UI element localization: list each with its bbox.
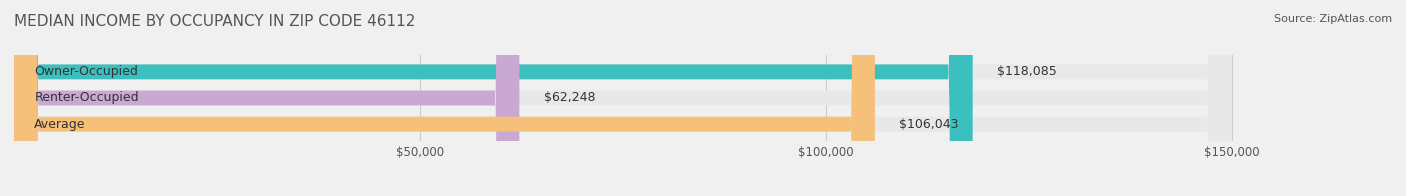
FancyBboxPatch shape: [14, 0, 1232, 196]
Text: $106,043: $106,043: [900, 118, 959, 131]
FancyBboxPatch shape: [14, 0, 1232, 196]
Text: $62,248: $62,248: [544, 92, 595, 104]
FancyBboxPatch shape: [14, 0, 519, 196]
Text: Average: Average: [34, 118, 86, 131]
Text: Source: ZipAtlas.com: Source: ZipAtlas.com: [1274, 14, 1392, 24]
FancyBboxPatch shape: [14, 0, 1232, 196]
FancyBboxPatch shape: [14, 0, 875, 196]
Text: Renter-Occupied: Renter-Occupied: [34, 92, 139, 104]
Text: MEDIAN INCOME BY OCCUPANCY IN ZIP CODE 46112: MEDIAN INCOME BY OCCUPANCY IN ZIP CODE 4…: [14, 14, 415, 29]
Text: $118,085: $118,085: [997, 65, 1057, 78]
Text: Owner-Occupied: Owner-Occupied: [34, 65, 138, 78]
FancyBboxPatch shape: [14, 0, 973, 196]
